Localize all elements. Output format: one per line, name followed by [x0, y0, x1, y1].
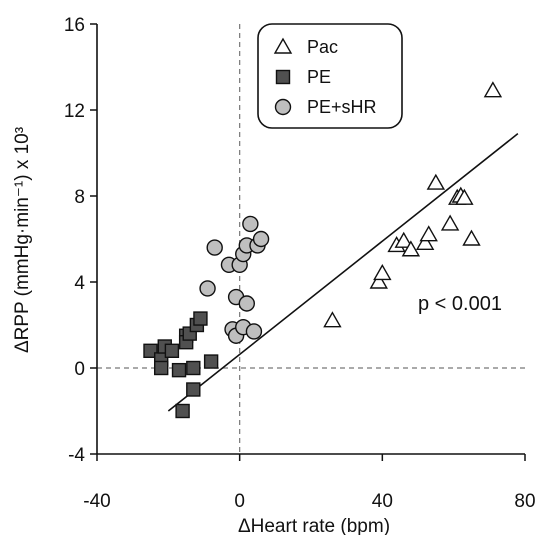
legend-marker-pac	[273, 37, 293, 54]
data-points	[143, 81, 503, 419]
y-axis-title: ΔRPP (mmHg·min⁻¹) x 10³	[12, 127, 33, 353]
y-tick-label: 0	[74, 359, 85, 380]
pe-point	[203, 354, 219, 369]
pe-point	[175, 403, 190, 419]
pac-point	[426, 173, 446, 190]
pac-point	[462, 229, 481, 246]
pe-shr-point	[245, 323, 263, 340]
legend-marker-pe	[275, 69, 291, 85]
pe-point	[171, 362, 187, 378]
pe-point	[186, 360, 201, 376]
y-tick-label: 8	[74, 187, 85, 208]
y-tick-label: 4	[74, 273, 85, 294]
pac-point	[440, 214, 460, 231]
x-axis-title: ΔHeart rate (bpm)	[238, 516, 390, 535]
legend-box	[257, 23, 403, 129]
legend-label-pe-shr: PE+sHR	[307, 97, 377, 117]
pac-point	[369, 272, 388, 289]
x-tick-label: 40	[372, 491, 393, 512]
pac-point	[419, 225, 438, 242]
legend: Pac PE PE+sHR	[257, 23, 403, 129]
y-tick-label: -4	[68, 445, 85, 466]
pe-point	[193, 311, 208, 326]
pac-point	[455, 188, 474, 205]
x-tick-label: -40	[83, 491, 110, 512]
legend-marker-pe-shr	[274, 98, 292, 116]
pac-point	[373, 263, 392, 281]
x-tick-label: 80	[514, 491, 535, 512]
legend-label-pe: PE	[307, 67, 331, 87]
legend-label-pac: Pac	[307, 37, 338, 57]
regression-line	[167, 133, 519, 412]
pac-point	[483, 81, 503, 98]
pe-shr-point	[242, 215, 259, 233]
y-tick-label: 16	[64, 15, 85, 36]
pe-point	[143, 343, 158, 358]
pe-shr-point	[252, 230, 270, 248]
pe-point	[164, 343, 180, 358]
pe-point	[153, 360, 169, 376]
y-tick-label: 12	[64, 101, 85, 122]
pac-point	[394, 231, 413, 248]
pac-point	[401, 240, 421, 257]
pac-point	[415, 233, 435, 251]
pe-shr-point	[206, 239, 223, 256]
p-value-annotation: p < 0.001	[418, 293, 502, 315]
pe-point	[186, 382, 201, 397]
x-tick-label: 0	[234, 491, 245, 512]
pe-shr-point	[238, 295, 256, 312]
pe-shr-point	[199, 280, 216, 297]
pac-point	[323, 311, 342, 328]
axes	[96, 24, 525, 455]
